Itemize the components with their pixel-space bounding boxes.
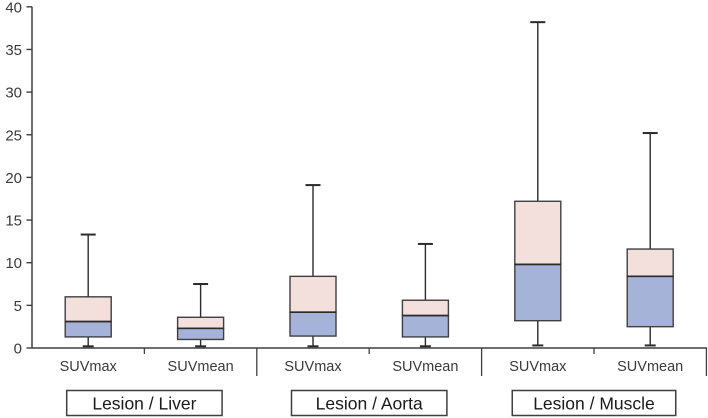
y-axis-tick-label: 40 xyxy=(5,0,22,16)
box-upper-lesion-muscle-suvmax xyxy=(514,200,562,266)
box-upper-lesion-liver-suvmax xyxy=(64,296,112,323)
box-lower-lesion-liver-suvmax xyxy=(64,320,112,338)
category-label-lesion-muscle-suvmax: SUVmax xyxy=(509,359,567,375)
box-upper-lesion-liver-suvmean xyxy=(176,316,225,330)
group-label-lesion-muscle: Lesion / Muscle xyxy=(533,394,655,414)
group-label-box-lesion-liver xyxy=(65,389,223,417)
box-lower-lesion-muscle-suvmean xyxy=(626,275,674,328)
y-axis-tick-label: 25 xyxy=(5,127,22,144)
y-axis-tick-label: 35 xyxy=(5,42,22,59)
group-label-lesion-aorta: Lesion / Aorta xyxy=(316,394,423,414)
y-axis-tick-label: 30 xyxy=(5,85,22,102)
box-lower-lesion-muscle-suvmax xyxy=(514,263,562,322)
category-label-lesion-liver-suvmax: SUVmax xyxy=(60,359,118,375)
category-label-lesion-aorta-suvmean: SUVmean xyxy=(392,359,458,375)
group-label-lesion-liver: Lesion / Liver xyxy=(92,394,196,414)
y-axis-tick-label: 10 xyxy=(5,255,22,272)
y-axis-tick-label: 15 xyxy=(5,213,22,230)
y-axis-tick-label: 20 xyxy=(5,170,22,187)
y-axis-tick-label: 5 xyxy=(14,298,22,315)
group-label-box-lesion-muscle xyxy=(511,389,677,417)
box-lower-lesion-aorta-suvmean xyxy=(401,314,450,338)
box-lower-lesion-aorta-suvmax xyxy=(289,311,337,337)
group-label-box-lesion-aorta xyxy=(290,389,448,417)
y-axis-tick-label: 0 xyxy=(14,341,22,358)
box-upper-lesion-aorta-suvmax xyxy=(289,275,337,313)
category-label-lesion-aorta-suvmax: SUVmax xyxy=(284,359,342,375)
category-label-lesion-liver-suvmean: SUVmean xyxy=(168,359,234,375)
box-lower-lesion-liver-suvmean xyxy=(176,327,225,341)
box-upper-lesion-muscle-suvmean xyxy=(626,248,674,278)
category-label-lesion-muscle-suvmean: SUVmean xyxy=(617,359,683,375)
box-upper-lesion-aorta-suvmean xyxy=(401,299,450,317)
